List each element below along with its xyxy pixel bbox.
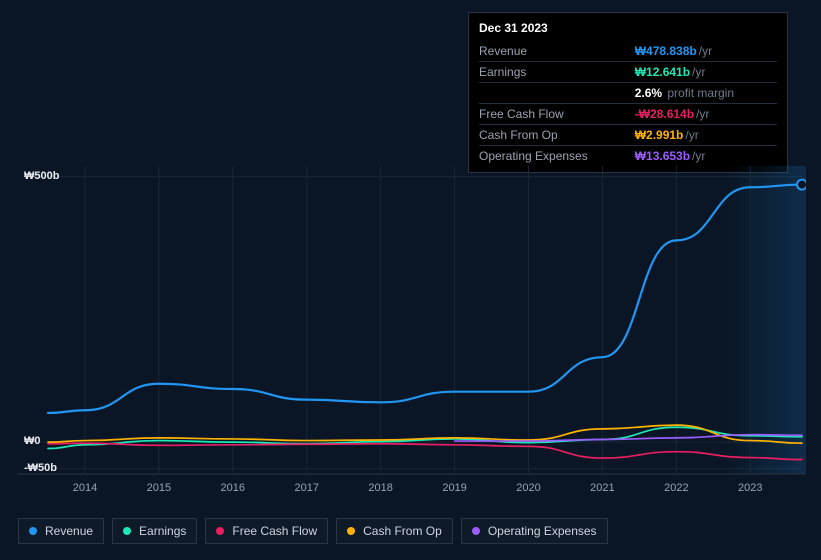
legend-item[interactable]: Revenue	[18, 518, 104, 544]
legend-label: Cash From Op	[363, 524, 442, 538]
legend-label: Free Cash Flow	[232, 524, 317, 538]
legend-swatch	[216, 527, 224, 535]
tooltip-row-label: Earnings	[479, 62, 635, 83]
legend-swatch	[29, 527, 37, 535]
tooltip-row-label: Revenue	[479, 41, 635, 62]
chart-svg	[18, 160, 806, 480]
legend-label: Operating Expenses	[488, 524, 597, 538]
tooltip-row-value: -₩28.614b/yr	[635, 104, 777, 125]
x-tick-label: 2021	[590, 482, 614, 494]
legend-label: Revenue	[45, 524, 93, 538]
chart-tooltip: Dec 31 2023 Revenue₩478.838b/yrEarnings₩…	[468, 12, 788, 173]
tooltip-row-label: Cash From Op	[479, 125, 635, 146]
tooltip-row-label: Free Cash Flow	[479, 104, 635, 125]
tooltip-row-value: ₩478.838b/yr	[635, 41, 777, 62]
legend-label: Earnings	[139, 524, 186, 538]
legend-item[interactable]: Cash From Op	[336, 518, 453, 544]
x-axis-ticks: 2014 2015 2016 2017 2018 2019 2020 2021 2022 2023	[18, 482, 806, 498]
legend-item[interactable]: Free Cash Flow	[205, 518, 328, 544]
x-tick-label: 2020	[516, 482, 540, 494]
tooltip-date: Dec 31 2023	[479, 19, 777, 37]
x-tick-label: 2019	[442, 482, 466, 494]
tooltip-row-value: ₩12.641b/yr	[635, 62, 777, 83]
tooltip-table: Revenue₩478.838b/yrEarnings₩12.641b/yr2.…	[479, 41, 777, 166]
x-tick-label: 2022	[664, 482, 688, 494]
x-tick-label: 2017	[294, 482, 318, 494]
x-tick-label: 2018	[368, 482, 392, 494]
legend-item[interactable]: Earnings	[112, 518, 197, 544]
y-tick-label: ₩0	[24, 435, 41, 447]
x-tick-label: 2016	[221, 482, 245, 494]
legend-swatch	[123, 527, 131, 535]
x-tick-label: 2014	[73, 482, 97, 494]
tooltip-row-sub: 2.6% profit margin	[635, 83, 777, 104]
tooltip-row-value: ₩2.991b/yr	[635, 125, 777, 146]
legend-item[interactable]: Operating Expenses	[461, 518, 608, 544]
x-tick-label: 2015	[147, 482, 171, 494]
x-tick-label: 2023	[738, 482, 762, 494]
y-tick-label: ₩500b	[24, 170, 59, 182]
chart-legend: Revenue Earnings Free Cash Flow Cash From O…	[18, 518, 608, 544]
y-tick-label: -₩50b	[24, 462, 57, 474]
legend-swatch	[347, 527, 355, 535]
legend-swatch	[472, 527, 480, 535]
line-chart[interactable]	[18, 160, 806, 480]
